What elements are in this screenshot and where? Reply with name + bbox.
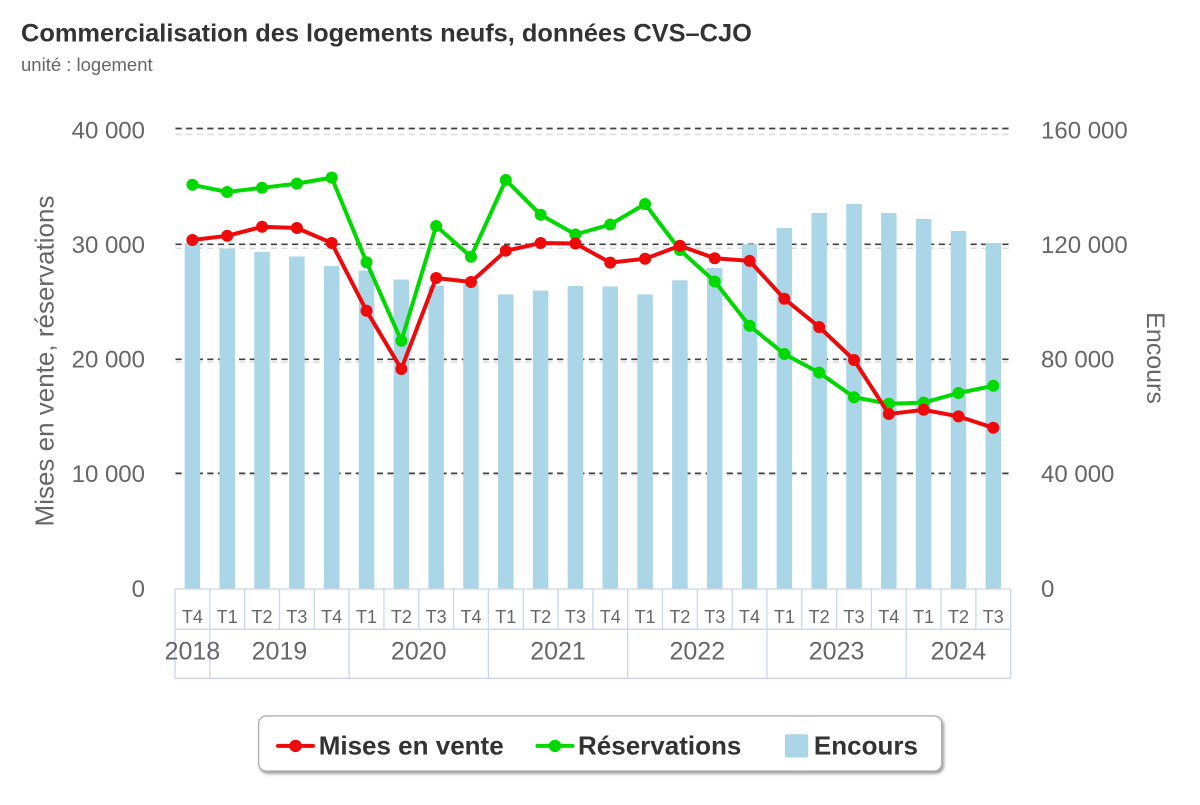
svg-text:T3: T3 (286, 607, 307, 627)
svg-text:10 000: 10 000 (72, 461, 145, 488)
svg-text:T1: T1 (913, 607, 934, 627)
svg-text:T4: T4 (739, 607, 760, 627)
svg-text:2018: 2018 (165, 638, 221, 666)
svg-text:T2: T2 (948, 607, 969, 627)
svg-text:T4: T4 (460, 607, 481, 627)
svg-text:unité : logement: unité : logement (21, 54, 153, 75)
svg-text:T3: T3 (844, 607, 865, 627)
svg-text:30 000: 30 000 (72, 232, 145, 259)
svg-text:T4: T4 (878, 607, 899, 627)
svg-text:T1: T1 (356, 607, 377, 627)
svg-text:T3: T3 (565, 607, 586, 627)
svg-text:T1: T1 (217, 607, 238, 627)
svg-text:160 000: 160 000 (1041, 118, 1128, 145)
svg-text:T3: T3 (983, 607, 1004, 627)
svg-text:2024: 2024 (931, 638, 987, 666)
svg-text:120 000: 120 000 (1041, 232, 1128, 259)
svg-text:Commercialisation des logement: Commercialisation des logements neufs, d… (21, 20, 752, 48)
svg-text:T3: T3 (704, 607, 725, 627)
svg-text:2022: 2022 (669, 638, 725, 666)
svg-text:T2: T2 (669, 607, 690, 627)
svg-text:T3: T3 (426, 607, 447, 627)
svg-text:40 000: 40 000 (1041, 461, 1114, 488)
svg-text:2020: 2020 (391, 638, 447, 666)
svg-text:T1: T1 (635, 607, 656, 627)
svg-text:80 000: 80 000 (1041, 346, 1114, 373)
svg-text:2021: 2021 (530, 638, 586, 666)
svg-text:T2: T2 (391, 607, 412, 627)
svg-text:T1: T1 (774, 607, 795, 627)
svg-text:T1: T1 (495, 607, 516, 627)
svg-text:Encours: Encours (814, 731, 918, 761)
svg-text:T4: T4 (600, 607, 621, 627)
svg-text:2023: 2023 (809, 638, 865, 666)
svg-text:Encours: Encours (1141, 312, 1169, 404)
svg-text:2019: 2019 (252, 638, 308, 666)
svg-text:40 000: 40 000 (72, 118, 145, 145)
svg-text:T2: T2 (252, 607, 273, 627)
svg-text:Mises en vente: Mises en vente (319, 731, 504, 761)
svg-text:0: 0 (132, 576, 145, 603)
svg-text:T4: T4 (182, 607, 203, 627)
svg-text:0: 0 (1041, 576, 1054, 603)
svg-text:T2: T2 (530, 607, 551, 627)
svg-text:T2: T2 (809, 607, 830, 627)
svg-text:20 000: 20 000 (72, 346, 145, 373)
svg-text:Mises en vente, réservations: Mises en vente, réservations (30, 196, 60, 527)
svg-text:T4: T4 (321, 607, 342, 627)
svg-text:Réservations: Réservations (578, 731, 741, 761)
